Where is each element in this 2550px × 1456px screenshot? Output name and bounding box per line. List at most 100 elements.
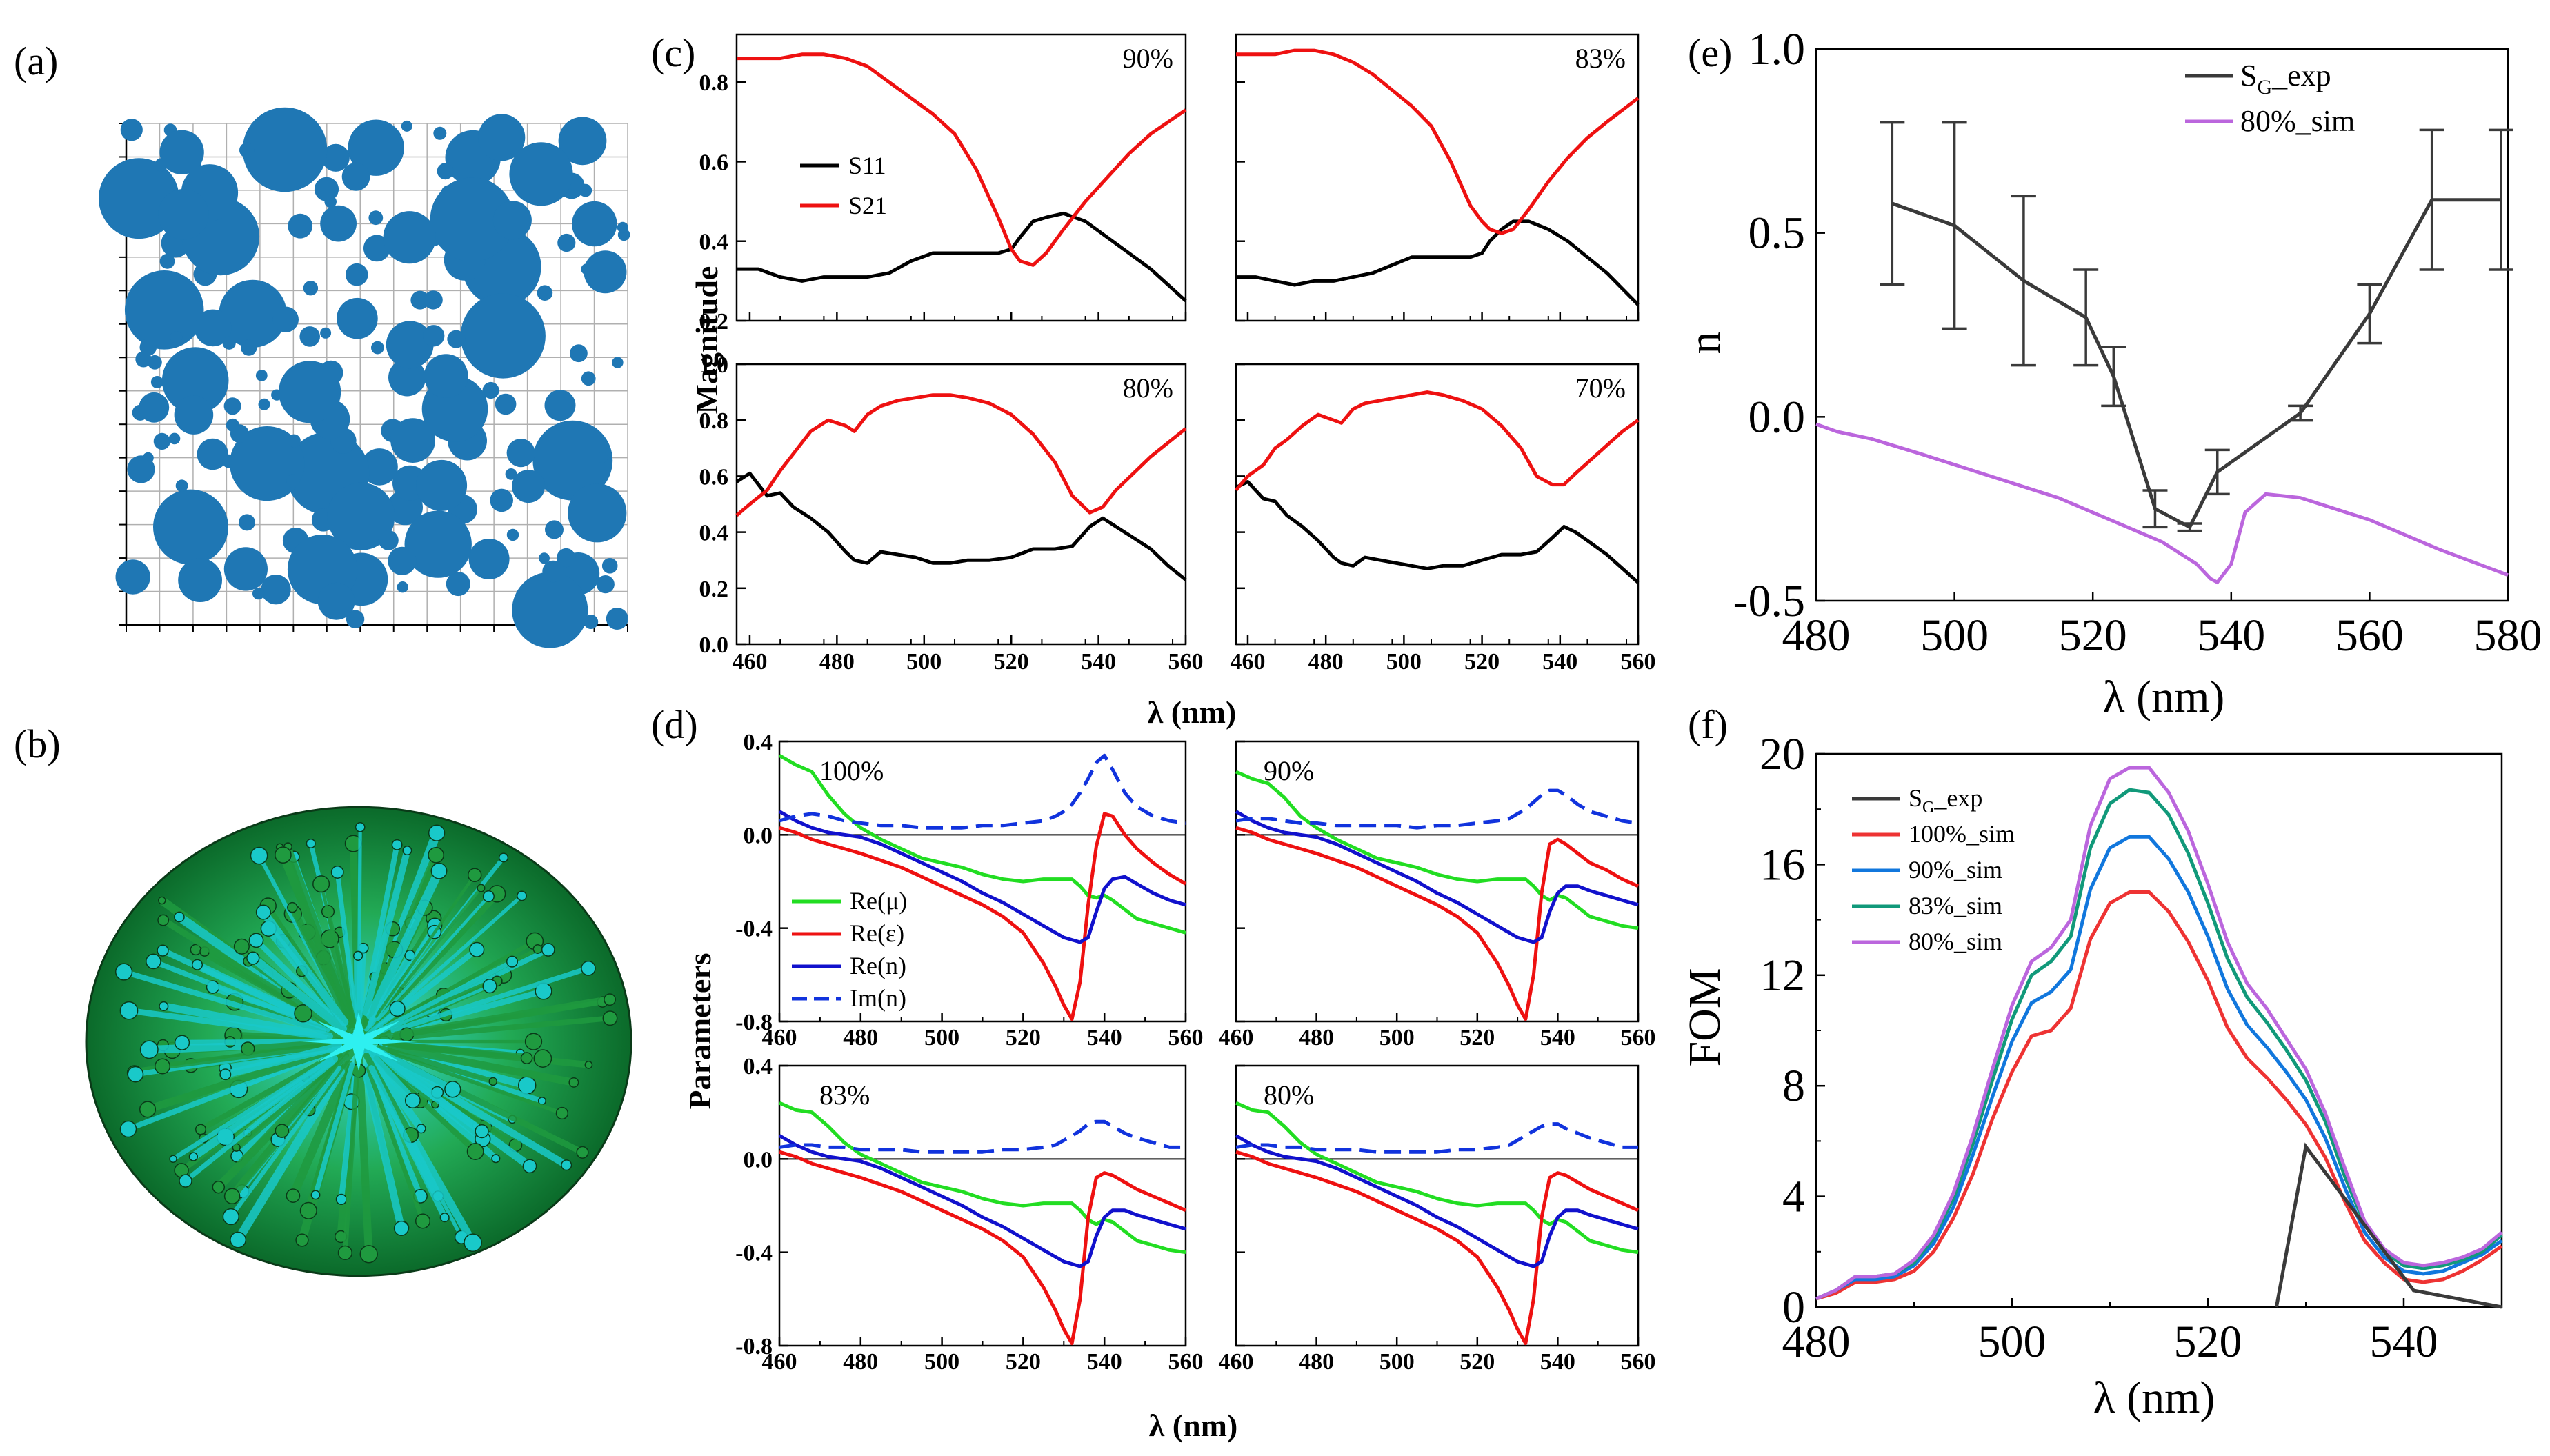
e-ytick-label: 1.0 (1749, 24, 1806, 74)
c1-frame (1235, 33, 1640, 322)
sphere-rod-end (555, 1106, 569, 1120)
d-panel-label: 80% (1264, 1079, 1314, 1110)
scatter-circle (505, 468, 517, 480)
scatter-circle (175, 479, 188, 492)
scatter-circle (371, 341, 384, 355)
scatter-circle (242, 107, 328, 192)
sphere-rod-end (179, 1174, 192, 1188)
sphere-rod (143, 1048, 331, 1113)
sphere-rod-end (469, 941, 485, 957)
sphere-rod (387, 1044, 578, 1086)
scatter-circle (468, 539, 510, 579)
sphere-rod-end (430, 862, 448, 879)
scatter-circle (286, 474, 300, 488)
sphere-rod (375, 873, 477, 1018)
scatter-circle (320, 327, 332, 339)
sphere-rod-end (524, 1033, 543, 1050)
sphere-rod (248, 953, 348, 1033)
scatter-circle (241, 339, 257, 356)
scatter-circle (612, 357, 624, 368)
sphere-rod-end (415, 1213, 431, 1229)
scatter-circle (446, 572, 470, 597)
d-legend-text: Re(μ) (850, 887, 907, 915)
d-series-re-mu (1235, 1101, 1639, 1255)
c2-xtick-label: 460 (732, 649, 767, 675)
scatter-circle (572, 201, 617, 247)
e-xtick-label: 560 (2335, 610, 2404, 661)
sphere-rod (183, 1059, 335, 1184)
sphere-rod (366, 1066, 426, 1224)
d2-xtick-label: 520 (1006, 1349, 1041, 1375)
sphere-rod-end (466, 1143, 484, 1160)
scatter-circle (158, 189, 209, 240)
scatter-circle (279, 361, 341, 423)
scatter-circle (478, 114, 526, 161)
c0-ytick-label: 0.6 (699, 150, 729, 175)
d-ylabel: Parameters (682, 953, 717, 1109)
scatter-circle (197, 438, 228, 470)
sphere-rod (319, 882, 355, 1019)
sphere-rod (375, 886, 483, 1020)
sphere-rod (342, 1070, 359, 1255)
sphere-rod (335, 870, 358, 1019)
scatter-circle (299, 326, 321, 347)
d2-ytick-label: -0.8 (735, 1334, 773, 1359)
scatter-circle (570, 344, 588, 363)
scatter-circle (230, 426, 305, 501)
c3-frame (1235, 363, 1640, 646)
d0-ytick-label: -0.4 (735, 917, 773, 942)
d0-xtick-label: 520 (1006, 1025, 1041, 1050)
scatter-circle (303, 281, 319, 296)
sphere-rod (356, 1069, 373, 1258)
d1-xtick-label: 500 (1379, 1025, 1415, 1050)
d-series-im-n (779, 753, 1186, 830)
f-legend-exp-rest: _exp (1933, 784, 1982, 812)
c2-xtick-label: 500 (906, 649, 942, 675)
d2-ytick-label: 0.0 (744, 1147, 773, 1173)
sphere-rod-end (506, 955, 519, 968)
d2-xtick-label: 460 (762, 1349, 797, 1375)
sphere-rod (373, 1051, 486, 1135)
sphere-rod-end (174, 1035, 190, 1050)
scatter-circle (581, 371, 596, 386)
scatter-circle (597, 452, 608, 463)
panel-label-e: (e) (1688, 30, 1732, 75)
sphere-rod (189, 1055, 339, 1161)
c-series-s11 (1235, 480, 1640, 584)
d0-ytick-label: 0.0 (744, 823, 773, 848)
sphere-rod-end (389, 1000, 406, 1017)
d-panel-label: 83% (819, 1079, 870, 1110)
scatter-circle (115, 559, 150, 595)
scatter-circle (557, 233, 576, 252)
scatter-circle (314, 177, 339, 201)
d-series-im-n (779, 1119, 1186, 1154)
scatter-circle (361, 448, 398, 486)
scatter-circle (388, 359, 426, 397)
e-frame (1815, 48, 2509, 602)
e-xtick-label: 480 (1782, 610, 1851, 661)
d1-xtick-label: 540 (1540, 1025, 1575, 1050)
sphere-rod-end (416, 1124, 426, 1134)
panel-a-circle-group (99, 107, 630, 648)
c0-ytick-label: 0.4 (699, 230, 729, 255)
sphere-rod-end (352, 950, 363, 961)
sphere-rod (233, 1067, 345, 1244)
e-legend-exp: SG_exp (2240, 59, 2331, 99)
scatter-circle (433, 126, 447, 140)
e-xtick-label: 540 (2197, 610, 2265, 661)
scatter-circle (341, 162, 370, 191)
sphere-rod-end (127, 1066, 144, 1083)
scatter-circle (120, 119, 143, 141)
scatter-circle (363, 235, 390, 262)
scatter-circle (219, 279, 287, 348)
scatter-circle (327, 482, 395, 550)
scatter-circle (153, 489, 228, 565)
c2-ytick-label: 1.0 (699, 352, 729, 378)
sphere-rod (392, 995, 614, 1039)
d2-ytick-label: 0.4 (744, 1054, 773, 1079)
scatter-circle (447, 330, 466, 348)
sphere-rod-end (541, 943, 555, 957)
e-series-80-sim (1815, 422, 2509, 585)
f-ytick-label: 20 (1760, 729, 1805, 779)
d-series-re-mu (779, 1101, 1186, 1255)
